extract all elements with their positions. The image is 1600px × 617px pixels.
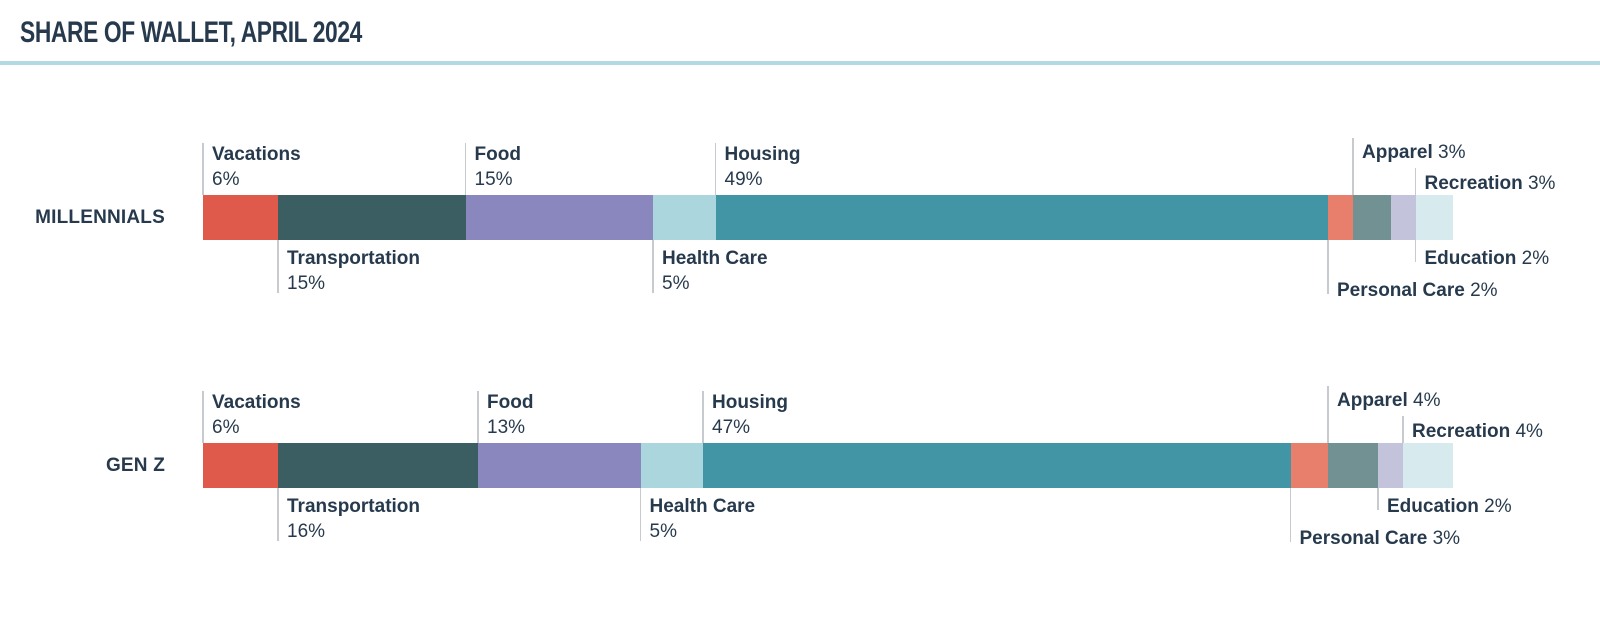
category-value: 15% — [474, 169, 513, 190]
callout-label-vacations: Vacations 6% — [212, 142, 301, 192]
callout-tick-health-care — [652, 240, 654, 293]
title-divider — [0, 61, 1600, 65]
category-name: Recreation — [1412, 421, 1511, 442]
bar-segment-health-care — [653, 195, 716, 240]
category-name: Transportation — [287, 248, 421, 269]
callout-label-health-care: Health Care 5% — [650, 494, 756, 544]
category-name: Health Care — [662, 248, 768, 269]
bar-segment-recreation — [1403, 443, 1453, 488]
stacked-bar-millennials — [203, 195, 1453, 240]
callout-label-transportation: Transportation 15% — [287, 246, 420, 296]
bar-segment-apparel — [1353, 195, 1391, 240]
bar-segment-education — [1390, 195, 1416, 240]
category-name: Health Care — [649, 496, 756, 517]
bar-segment-education — [1378, 443, 1403, 488]
callout-label-food: Food 15% — [475, 142, 521, 192]
callout-tick-health-care — [639, 488, 642, 541]
category-name: Housing — [712, 392, 788, 413]
callout-label-housing: Housing 47% — [712, 390, 788, 440]
bar-segment-personal-care — [1328, 195, 1353, 240]
row-label-millennials: MILLENNIALS — [35, 207, 165, 228]
callout-tick-transportation — [277, 240, 279, 293]
category-value: 5% — [649, 521, 677, 542]
callout-tick-food — [464, 143, 467, 195]
callout-label-personal-care: Personal Care 2% — [1337, 278, 1498, 303]
category-name: Housing — [724, 144, 801, 165]
category-value: 4% — [1515, 421, 1543, 442]
category-value: 3% — [1438, 142, 1466, 163]
bar-segment-recreation — [1415, 195, 1453, 240]
callout-label-transportation: Transportation 16% — [287, 494, 420, 544]
category-name: Personal Care — [1299, 528, 1428, 549]
bar-segment-housing — [703, 443, 1291, 488]
callout-tick-food — [477, 391, 479, 443]
category-value: 6% — [212, 417, 240, 438]
callout-tick-housing — [714, 143, 717, 195]
category-name: Recreation — [1424, 173, 1523, 194]
callout-tick-recreation — [1402, 416, 1404, 443]
category-value: 6% — [212, 169, 240, 190]
callout-label-education: Education 2% — [1425, 246, 1550, 271]
category-name: Apparel — [1362, 142, 1433, 163]
callout-tick-education — [1414, 240, 1417, 262]
callout-label-recreation: Recreation 3% — [1425, 171, 1556, 196]
category-value: 3% — [1432, 528, 1461, 549]
category-name: Personal Care — [1337, 280, 1465, 301]
category-name: Education — [1387, 496, 1479, 517]
callout-label-apparel: Apparel 3% — [1362, 140, 1466, 165]
category-value: 2% — [1470, 280, 1498, 301]
bar-segment-food — [478, 443, 641, 488]
callout-tick-recreation — [1414, 168, 1417, 195]
bar-segment-vacations — [203, 195, 278, 240]
callout-tick-personal-care — [1289, 488, 1292, 542]
callout-label-apparel: Apparel 4% — [1337, 388, 1441, 413]
category-name: Vacations — [212, 392, 301, 413]
stacked-bar-gen-z — [203, 443, 1453, 488]
bar-segment-housing — [715, 195, 1328, 240]
bar-segment-transportation — [278, 195, 466, 240]
category-name: Apparel — [1337, 390, 1408, 411]
bar-segment-vacations — [203, 443, 278, 488]
callout-label-education: Education 2% — [1387, 494, 1512, 519]
bar-segment-apparel — [1328, 443, 1378, 488]
callout-label-housing: Housing 49% — [725, 142, 801, 192]
category-name: Food — [487, 392, 534, 413]
bar-segment-personal-care — [1290, 443, 1328, 488]
category-name: Education — [1424, 248, 1517, 269]
category-value: 49% — [724, 169, 763, 190]
bar-segment-health-care — [640, 443, 703, 488]
category-name: Food — [474, 144, 521, 165]
callout-label-recreation: Recreation 4% — [1412, 419, 1543, 444]
callout-tick-personal-care — [1327, 240, 1329, 294]
category-value: 3% — [1527, 173, 1556, 194]
callout-label-vacations: Vacations 6% — [212, 390, 301, 440]
callout-tick-apparel — [1352, 138, 1354, 195]
category-name: Transportation — [287, 496, 421, 517]
page-title: SHARE OF WALLET, APRIL 2024 — [20, 16, 362, 49]
callout-label-health-care: Health Care 5% — [662, 246, 768, 296]
category-name: Vacations — [212, 144, 301, 165]
category-value: 16% — [287, 521, 326, 542]
callout-tick-apparel — [1327, 386, 1329, 443]
category-value: 4% — [1413, 390, 1441, 411]
bar-segment-food — [465, 195, 653, 240]
category-value: 2% — [1484, 496, 1512, 517]
callout-tick-vacations — [202, 391, 204, 443]
category-value: 13% — [487, 417, 526, 438]
callout-tick-housing — [702, 391, 704, 443]
category-value: 5% — [662, 273, 690, 294]
bar-segment-transportation — [278, 443, 478, 488]
callout-tick-vacations — [202, 143, 204, 195]
callout-label-food: Food 13% — [487, 390, 533, 440]
callout-label-personal-care: Personal Care 3% — [1300, 526, 1461, 551]
callout-tick-transportation — [277, 488, 279, 541]
category-value: 47% — [712, 417, 751, 438]
category-value: 2% — [1521, 248, 1550, 269]
category-value: 15% — [287, 273, 326, 294]
row-label-gen-z: GEN Z — [105, 455, 165, 476]
callout-tick-education — [1377, 488, 1379, 510]
